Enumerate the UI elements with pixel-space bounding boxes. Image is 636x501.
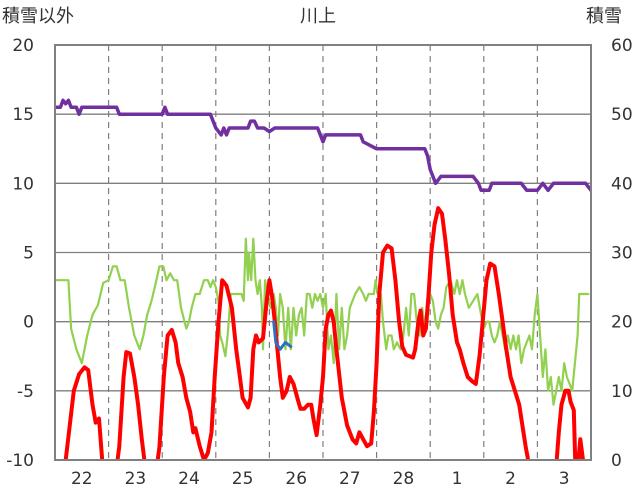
x-tick-label: 2	[505, 469, 516, 489]
x-tick-label: 26	[285, 469, 307, 489]
series-group	[55, 98, 591, 460]
y-right-tick-label: 20	[611, 313, 633, 333]
x-tick-label: 23	[125, 469, 147, 489]
y-right-tick-label: 40	[611, 174, 633, 194]
y-left-tick-label: 0	[23, 313, 34, 333]
y-left-tick-label: 20	[12, 36, 34, 56]
x-tick-label: 27	[339, 469, 361, 489]
y-left-tick-label: 10	[12, 174, 34, 194]
x-tick-label: 1	[452, 469, 463, 489]
right-axis-label: 積雪	[586, 6, 622, 27]
y-right-tick-label: 10	[611, 382, 633, 402]
series-line-3	[55, 98, 591, 193]
y-left-tick-label: -5	[17, 382, 34, 402]
plot-border	[54, 44, 592, 461]
x-tick-label: 28	[393, 469, 415, 489]
y-right-tick-label: 30	[611, 244, 633, 264]
series-line-0	[63, 206, 586, 460]
x-tick-label: 22	[71, 469, 93, 489]
chart-title: 川上	[300, 6, 336, 27]
y-right-tick-label: 50	[611, 105, 633, 125]
y-right-tick-label: 0	[611, 451, 622, 471]
y-left-tick-label: -10	[6, 451, 34, 471]
series-line-1	[272, 320, 293, 351]
y-left-tick-label: 15	[12, 105, 34, 125]
x-tick-label: 25	[232, 469, 254, 489]
left-axis-label: 積雪以外	[2, 6, 74, 27]
series-line-2	[55, 237, 590, 406]
y-left-tick-label: 5	[23, 244, 34, 264]
y-right-tick-label: 60	[611, 36, 633, 56]
x-tick-label: 3	[559, 469, 570, 489]
x-tick-label: 24	[178, 469, 200, 489]
